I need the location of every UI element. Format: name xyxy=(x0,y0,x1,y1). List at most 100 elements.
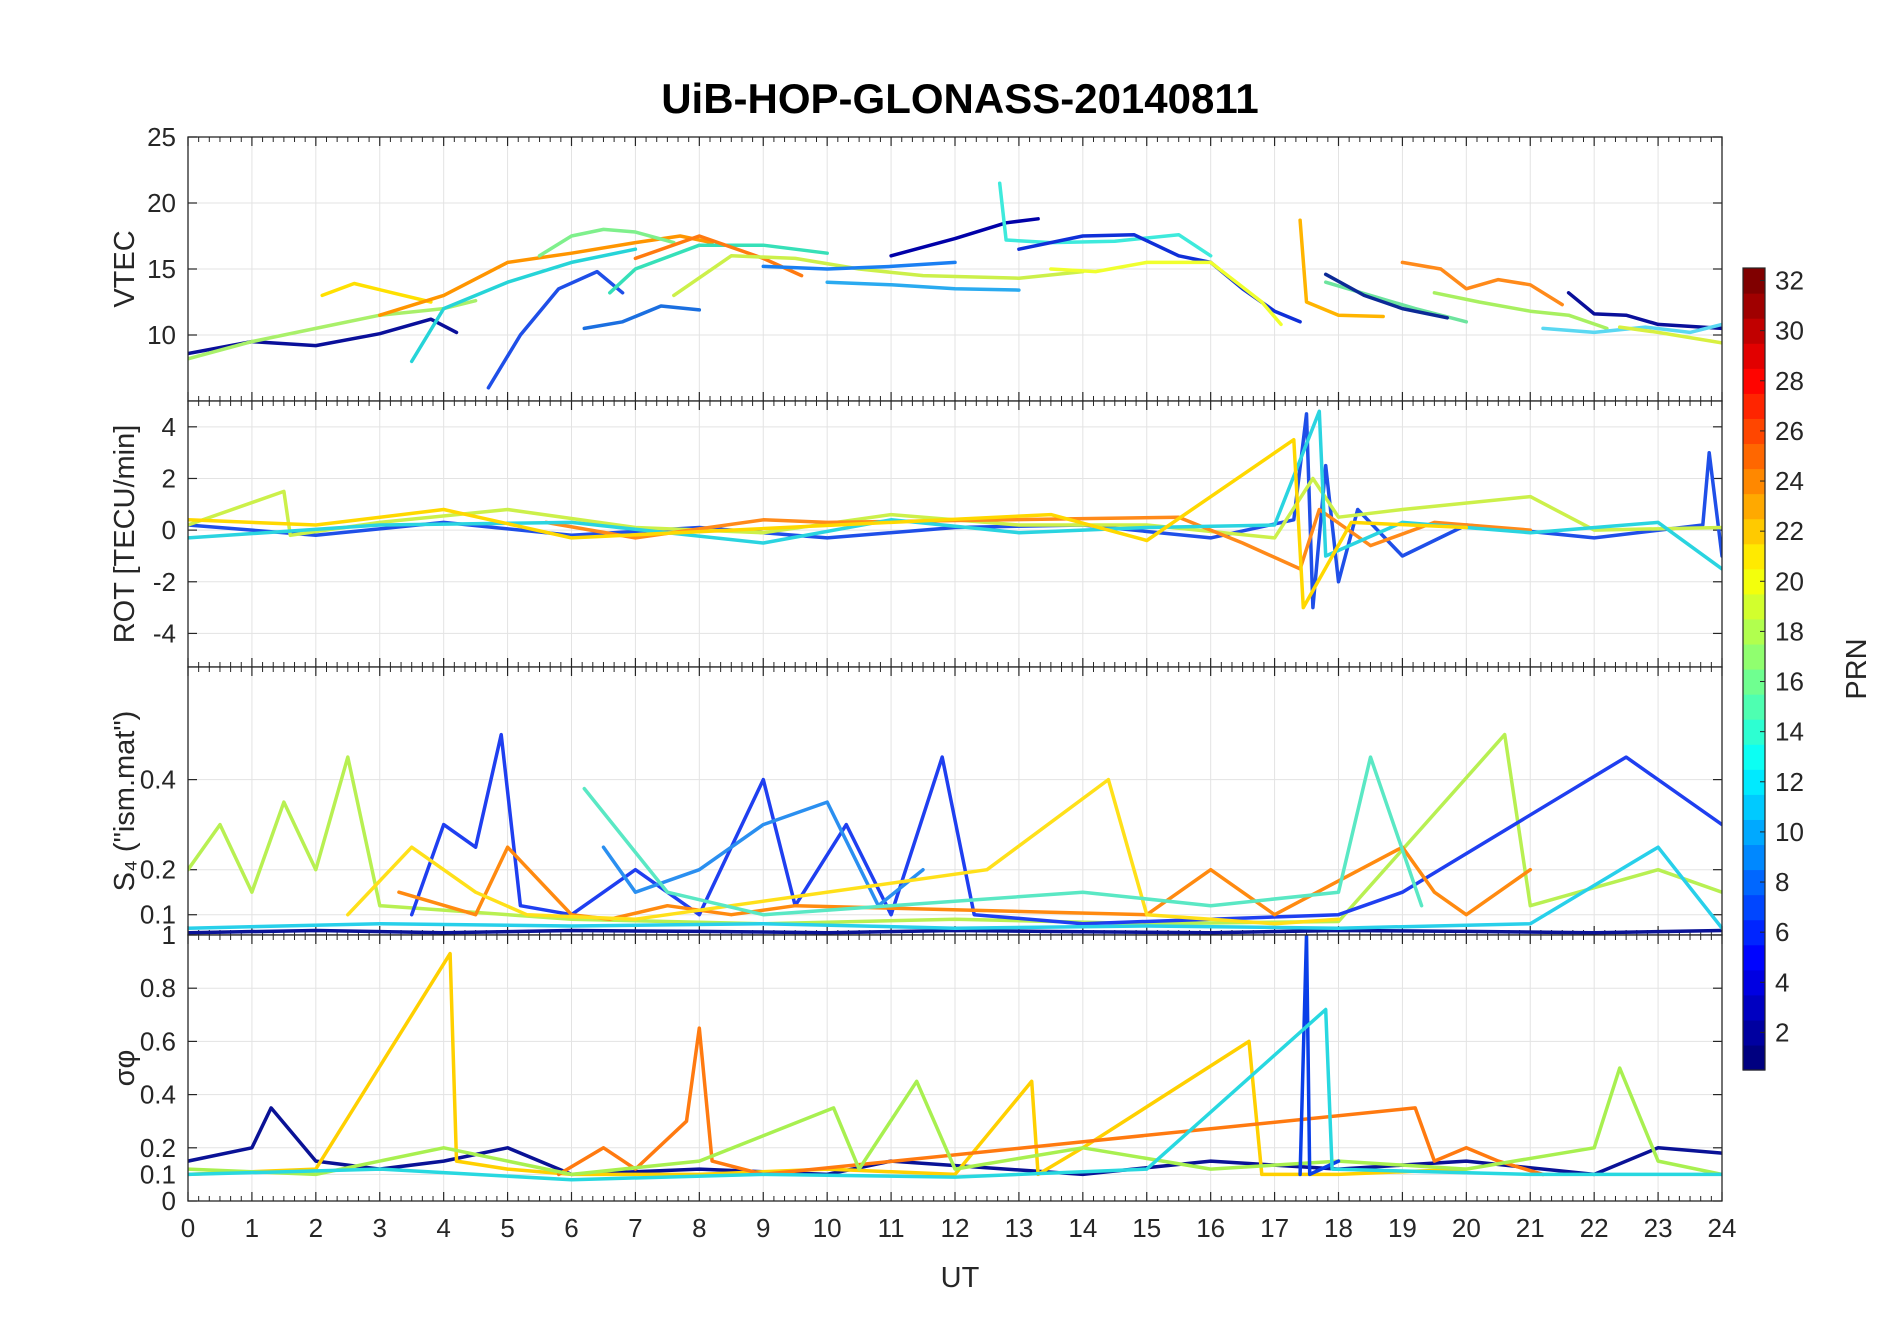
series-line xyxy=(889,217,1040,258)
series-line xyxy=(1323,272,1449,320)
colorbar-segment xyxy=(1743,1019,1765,1046)
colorbar-segment xyxy=(1743,719,1765,745)
series-line xyxy=(761,260,957,271)
colorbar-segment xyxy=(1743,368,1765,394)
x-tick-label: 5 xyxy=(500,1213,514,1243)
colorbar-tick-label: 10 xyxy=(1775,817,1804,847)
x-tick-label: 10 xyxy=(813,1213,842,1243)
series-line xyxy=(1298,218,1385,319)
y-tick-label: 2 xyxy=(162,463,176,493)
series-line xyxy=(486,269,625,390)
series-line xyxy=(188,1007,1722,1182)
y-tick-label: 0 xyxy=(162,515,176,545)
x-tick-label: 13 xyxy=(1004,1213,1033,1243)
x-tick-label: 11 xyxy=(878,1213,905,1243)
colorbar-tick-label: 8 xyxy=(1775,867,1789,897)
y-tick-label: 0.8 xyxy=(140,973,176,1003)
colorbar-tick-label: 18 xyxy=(1775,616,1804,646)
y-axis-label: VTEC xyxy=(109,230,141,307)
series-line xyxy=(1298,935,1341,1177)
x-tick-label: 0 xyxy=(181,1213,195,1243)
series-line xyxy=(1432,291,1609,331)
colorbar-segment xyxy=(1743,393,1765,419)
series-line xyxy=(188,409,1722,571)
colorbar-tick-label: 22 xyxy=(1775,516,1804,546)
colorbar-segment xyxy=(1743,418,1765,445)
y-tick-label: 0.2 xyxy=(140,855,176,885)
x-tick-label: 7 xyxy=(628,1213,642,1243)
colorbar-segment xyxy=(1743,844,1765,871)
colorbar-segment xyxy=(1743,268,1765,294)
colorbar-segment xyxy=(1743,543,1765,570)
series-line xyxy=(582,755,1424,917)
series-line xyxy=(997,181,1213,258)
x-tick-label: 1 xyxy=(245,1213,259,1243)
colorbar-segment xyxy=(1743,618,1765,645)
x-tick-label: 14 xyxy=(1068,1213,1097,1243)
colorbar-segment xyxy=(1743,744,1765,770)
y-tick-label: 4 xyxy=(162,412,176,442)
series-group xyxy=(188,181,1722,390)
x-tick-label: 22 xyxy=(1580,1213,1609,1243)
plot-frame xyxy=(187,934,1723,1202)
series-line xyxy=(320,281,433,304)
colorbar-segment xyxy=(1743,343,1765,369)
series-line xyxy=(188,928,1722,935)
colorbar-segment xyxy=(1743,643,1765,670)
panel-rot: -4 -2 0 2 4 ROT [TECU/min] xyxy=(109,400,1723,668)
series-group xyxy=(188,732,1722,935)
colorbar-segment xyxy=(1743,794,1765,820)
y-axis-label: ROT [TECU/min] xyxy=(109,425,141,644)
colorbar-tick-label: 2 xyxy=(1775,1017,1789,1047)
colorbar-label: PRN xyxy=(1841,638,1873,699)
series-line xyxy=(1617,325,1722,345)
x-tick-label: 18 xyxy=(1324,1213,1353,1243)
colorbar-segment xyxy=(1743,468,1765,495)
y-tick-label: 20 xyxy=(147,188,176,218)
series-line xyxy=(1017,232,1302,324)
colorbar-segment xyxy=(1743,669,1765,695)
series-line xyxy=(188,732,1722,926)
series-line xyxy=(1541,322,1722,335)
y-axis-label: S₄ ("ism.mat") xyxy=(109,711,141,892)
x-tick-label: 21 xyxy=(1516,1213,1545,1243)
series-line xyxy=(1049,260,1283,327)
colorbar-segment xyxy=(1743,1044,1765,1071)
colorbar-tick-label: 4 xyxy=(1775,967,1789,997)
x-tick-label: 6 xyxy=(564,1213,578,1243)
x-tick-label: 23 xyxy=(1644,1213,1673,1243)
series-line xyxy=(556,1026,1545,1177)
x-tick-label: 4 xyxy=(436,1213,450,1243)
colorbar-segment xyxy=(1743,694,1765,720)
series-line xyxy=(378,234,714,317)
series-line xyxy=(1566,291,1722,331)
x-tick-label: 3 xyxy=(373,1213,387,1243)
series-line xyxy=(825,280,1021,292)
y-tick-label: 0.1 xyxy=(140,900,176,930)
y-tick-label: 1 xyxy=(162,920,176,950)
series-group xyxy=(188,935,1722,1182)
colorbar-tick-label: 24 xyxy=(1775,466,1804,496)
y-tick-label: 0.6 xyxy=(140,1026,176,1056)
y-tick-label: 10 xyxy=(147,320,176,350)
colorbar-segment xyxy=(1743,944,1765,971)
colorbar-tick-label: 28 xyxy=(1775,366,1804,396)
colorbar-segment xyxy=(1743,869,1765,896)
series-line xyxy=(608,243,829,295)
colorbar-tick-label: 16 xyxy=(1775,667,1804,697)
panel-s4: 0.1 0.2 0.4S₄ ("ism.mat") xyxy=(109,666,1723,936)
colorbar-segment xyxy=(1743,994,1765,1021)
colorbar-tick-label: 26 xyxy=(1775,416,1804,446)
x-tick-label: 8 xyxy=(692,1213,706,1243)
x-tick-label: 12 xyxy=(941,1213,970,1243)
panel-sigma: 00.10.2 0.4 0.6 0.8 1 σφ xyxy=(109,920,1723,1216)
y-tick-label: 0.4 xyxy=(140,765,176,795)
colorbar-segment xyxy=(1743,443,1765,470)
colorbar-segment xyxy=(1743,293,1765,319)
series-line xyxy=(537,227,676,258)
colorbar-segment xyxy=(1743,919,1765,946)
x-tick-label: 2 xyxy=(309,1213,323,1243)
